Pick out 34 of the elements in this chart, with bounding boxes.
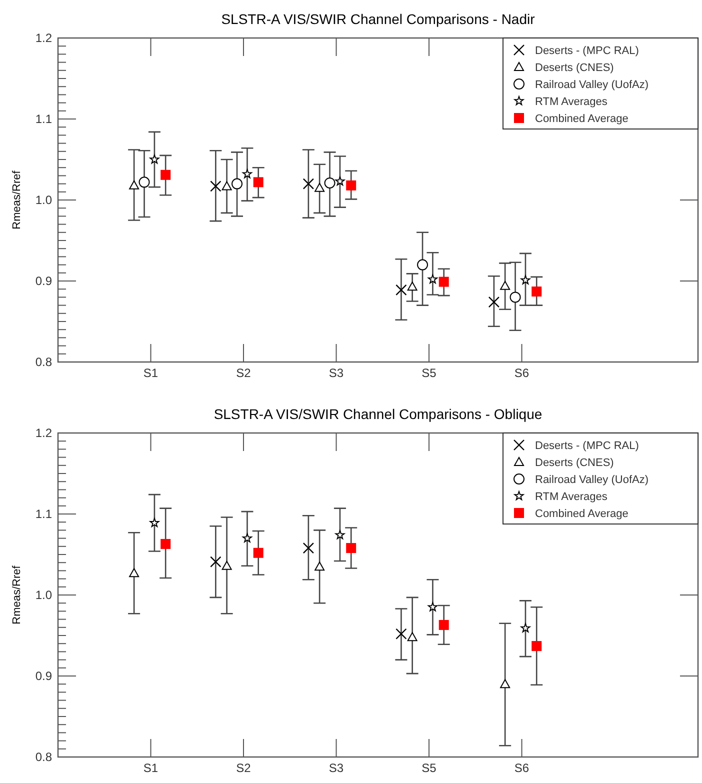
y-tick-label: 0.8 — [35, 355, 52, 369]
y-tick-label: 1.0 — [35, 588, 52, 602]
legend-label: Deserts (CNES) — [535, 62, 614, 74]
x-tick-label: S5 — [422, 761, 437, 775]
y-tick-label: 0.8 — [35, 750, 52, 764]
y-tick-label: 0.9 — [35, 669, 52, 683]
x-tick-label: S3 — [328, 761, 344, 775]
x-tick-label: S5 — [422, 366, 437, 380]
legend-label: Deserts (CNES) — [535, 457, 614, 469]
y-tick-label: 0.9 — [35, 274, 52, 288]
x-tick-label: S3 — [328, 366, 344, 380]
x-tick-label: S1 — [143, 761, 158, 775]
x-tick-label: S6 — [514, 366, 530, 380]
legend-label: Combined Average — [535, 508, 628, 520]
chart-title: SLSTR-A VIS/SWIR Channel Comparisons - Oblique — [214, 406, 542, 422]
chart-title: SLSTR-A VIS/SWIR Channel Comparisons - Nadir — [221, 11, 536, 27]
legend-label: RTM Averages — [535, 96, 608, 108]
y-tick-label: 1.1 — [35, 112, 52, 126]
legend-label: Deserts - (MPC RAL) — [535, 45, 639, 57]
legend-label: Combined Average — [535, 113, 628, 125]
y-axis-title: Rmeas/Rref — [11, 564, 23, 624]
x-tick-label: S6 — [514, 761, 530, 775]
x-tick-label: S2 — [236, 366, 252, 380]
legend-label: Railroad Valley (UofAz) — [535, 79, 649, 91]
x-tick-label: S2 — [236, 761, 252, 775]
y-tick-label: 1.1 — [35, 507, 52, 521]
legend-label: Deserts - (MPC RAL) — [535, 440, 639, 452]
legend-label: RTM Averages — [535, 491, 608, 503]
y-tick-label: 1.2 — [35, 31, 52, 45]
x-tick-label: S1 — [143, 366, 158, 380]
legend-label: Railroad Valley (UofAz) — [535, 474, 649, 486]
y-axis-title: Rmeas/Rref — [11, 170, 23, 230]
y-tick-label: 1.0 — [35, 193, 52, 207]
y-tick-label: 1.2 — [35, 426, 52, 440]
